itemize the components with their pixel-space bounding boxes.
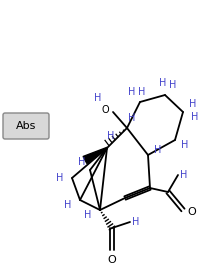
Text: H: H — [64, 200, 72, 210]
Polygon shape — [83, 147, 107, 164]
Text: O: O — [101, 105, 109, 115]
Text: O: O — [188, 207, 196, 217]
Text: H: H — [138, 87, 146, 97]
Text: H: H — [154, 145, 162, 155]
Text: H: H — [180, 170, 188, 180]
Text: H: H — [169, 80, 177, 90]
Text: H: H — [128, 113, 136, 123]
Text: Abs: Abs — [16, 121, 36, 131]
Text: H: H — [56, 173, 64, 183]
Text: H: H — [94, 93, 102, 103]
Text: O: O — [108, 255, 116, 265]
Text: H: H — [191, 112, 199, 122]
Text: H: H — [132, 217, 140, 227]
Text: H: H — [107, 131, 115, 141]
Text: H: H — [159, 78, 167, 88]
Text: H: H — [84, 210, 92, 220]
Text: H: H — [128, 87, 136, 97]
FancyBboxPatch shape — [3, 113, 49, 139]
Text: H: H — [189, 99, 197, 109]
Text: H: H — [78, 157, 86, 167]
Text: H: H — [181, 140, 189, 150]
